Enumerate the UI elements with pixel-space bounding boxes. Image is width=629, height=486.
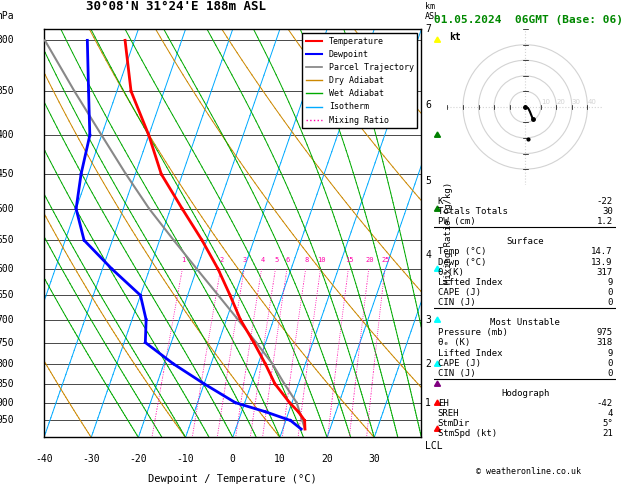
Text: 15: 15 (345, 258, 353, 263)
Text: Temp (°C): Temp (°C) (438, 247, 486, 257)
Text: 20: 20 (365, 258, 374, 263)
Text: 3: 3 (243, 258, 247, 263)
Text: Lifted Index: Lifted Index (438, 278, 502, 287)
Text: hPa: hPa (0, 11, 14, 21)
Text: Dewp (°C): Dewp (°C) (438, 258, 486, 267)
Text: 30: 30 (572, 99, 581, 105)
Text: 0: 0 (608, 359, 613, 368)
Text: 500: 500 (0, 204, 14, 214)
Text: 8: 8 (304, 258, 309, 263)
Text: Dewpoint / Temperature (°C): Dewpoint / Temperature (°C) (148, 474, 317, 484)
Text: 550: 550 (0, 235, 14, 245)
Text: 450: 450 (0, 169, 14, 179)
Text: 5: 5 (274, 258, 279, 263)
Text: 30°08'N 31°24'E 188m ASL: 30°08'N 31°24'E 188m ASL (86, 0, 266, 13)
Text: CIN (J): CIN (J) (438, 298, 476, 307)
Text: EH: EH (438, 399, 448, 408)
Text: 318: 318 (597, 338, 613, 347)
Text: 40: 40 (587, 99, 596, 105)
Text: 400: 400 (0, 130, 14, 140)
Text: CIN (J): CIN (J) (438, 369, 476, 378)
Text: 5°: 5° (602, 419, 613, 428)
Text: 650: 650 (0, 290, 14, 300)
Text: 750: 750 (0, 337, 14, 347)
Text: 14.7: 14.7 (591, 247, 613, 257)
Text: 2: 2 (220, 258, 224, 263)
Text: -42: -42 (597, 399, 613, 408)
Text: 300: 300 (0, 35, 14, 45)
Text: -30: -30 (82, 454, 100, 464)
Text: 10: 10 (274, 454, 286, 464)
Text: Most Unstable: Most Unstable (490, 318, 560, 327)
Text: 9: 9 (608, 348, 613, 358)
Text: 4: 4 (608, 409, 613, 418)
Text: 3: 3 (425, 315, 431, 325)
Text: 0: 0 (608, 288, 613, 297)
Text: 13.9: 13.9 (591, 258, 613, 267)
Text: StmSpd (kt): StmSpd (kt) (438, 430, 497, 438)
Text: 950: 950 (0, 416, 14, 425)
Text: PW (cm): PW (cm) (438, 217, 476, 226)
Text: © weatheronline.co.uk: © weatheronline.co.uk (476, 467, 581, 476)
Text: 5: 5 (425, 176, 431, 186)
Text: CAPE (J): CAPE (J) (438, 288, 481, 297)
Text: 1.2: 1.2 (597, 217, 613, 226)
Text: 4: 4 (425, 250, 431, 260)
Text: K: K (438, 197, 443, 206)
Text: 350: 350 (0, 86, 14, 96)
Text: kt: kt (449, 32, 461, 42)
Text: SREH: SREH (438, 409, 459, 418)
Text: 6: 6 (425, 100, 431, 110)
Text: Lifted Index: Lifted Index (438, 348, 502, 358)
Text: -20: -20 (130, 454, 147, 464)
Text: Surface: Surface (506, 237, 544, 246)
Text: km
ASL: km ASL (425, 1, 440, 21)
Text: 2: 2 (425, 359, 431, 369)
Text: Pressure (mb): Pressure (mb) (438, 329, 508, 337)
Text: -22: -22 (597, 197, 613, 206)
Text: 1: 1 (425, 398, 431, 408)
Text: 317: 317 (597, 268, 613, 277)
Legend: Temperature, Dewpoint, Parcel Trajectory, Dry Adiabat, Wet Adiabat, Isotherm, Mi: Temperature, Dewpoint, Parcel Trajectory… (303, 34, 417, 128)
Text: 25: 25 (381, 258, 390, 263)
Text: 21: 21 (602, 430, 613, 438)
Text: 0: 0 (230, 454, 236, 464)
Text: 800: 800 (0, 359, 14, 369)
Text: 20: 20 (556, 99, 565, 105)
Text: 4: 4 (260, 258, 265, 263)
Text: 6: 6 (286, 258, 290, 263)
Text: CAPE (J): CAPE (J) (438, 359, 481, 368)
Text: 1: 1 (181, 258, 186, 263)
Text: 0: 0 (608, 298, 613, 307)
Text: 975: 975 (597, 329, 613, 337)
Text: 10: 10 (541, 99, 550, 105)
Text: StmDir: StmDir (438, 419, 470, 428)
Text: 30: 30 (369, 454, 380, 464)
Text: 01.05.2024  06GMT (Base: 06): 01.05.2024 06GMT (Base: 06) (434, 15, 623, 25)
Text: 700: 700 (0, 315, 14, 325)
Text: 10: 10 (317, 258, 326, 263)
Text: LCL: LCL (425, 441, 443, 451)
Text: -40: -40 (35, 454, 53, 464)
Text: 850: 850 (0, 379, 14, 389)
Text: 20: 20 (321, 454, 333, 464)
Text: 30: 30 (602, 207, 613, 216)
Text: -10: -10 (177, 454, 194, 464)
Text: θₑ (K): θₑ (K) (438, 338, 470, 347)
Text: Mixing Ratio (g/kg): Mixing Ratio (g/kg) (444, 182, 453, 284)
Text: Hodograph: Hodograph (501, 389, 549, 398)
Text: 7: 7 (425, 24, 431, 34)
Text: Totals Totals: Totals Totals (438, 207, 508, 216)
Text: 0: 0 (608, 369, 613, 378)
Text: θₑ(K): θₑ(K) (438, 268, 465, 277)
Text: 900: 900 (0, 398, 14, 408)
Text: 600: 600 (0, 264, 14, 274)
Text: 9: 9 (608, 278, 613, 287)
